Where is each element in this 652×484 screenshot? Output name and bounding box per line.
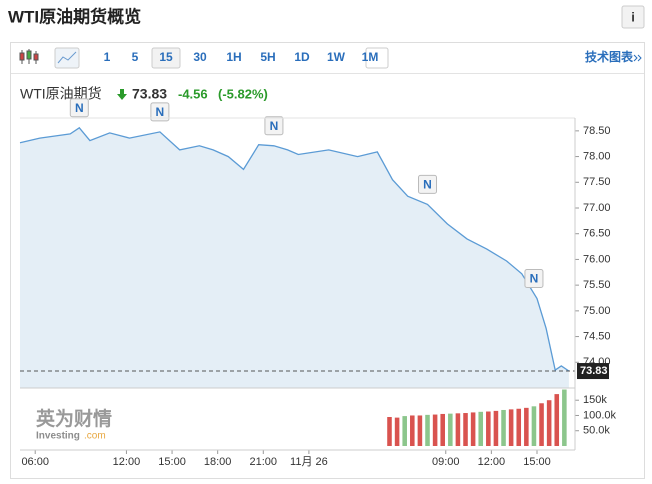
y-tick-label: 75.00 — [583, 305, 611, 317]
interval-button[interactable]: 5 — [132, 50, 139, 64]
volume-bar — [493, 410, 499, 446]
quote-change: -4.56 — [178, 86, 208, 101]
volume-tick-label: 50.0k — [583, 425, 610, 437]
volume-bar — [410, 415, 415, 446]
volume-tick-label: 150k — [583, 394, 607, 406]
volume-bar — [387, 417, 392, 446]
last-price-box — [577, 363, 609, 380]
interval-active[interactable] — [151, 47, 181, 69]
volume-bar — [562, 389, 567, 446]
volume-bar — [539, 403, 544, 446]
event-marker[interactable] — [418, 174, 438, 194]
volume-bar — [501, 409, 506, 446]
watermark: 英为财情 Investing .com — [36, 407, 112, 442]
interval-button[interactable]: 1H — [226, 50, 241, 64]
volume-bar — [425, 414, 430, 446]
quote-price: 73.83 — [132, 86, 167, 102]
watermark-site: Investing — [36, 431, 80, 442]
volume-bar — [440, 413, 445, 446]
x-tick-label: 06:00 — [21, 456, 49, 468]
interval-button[interactable]: 5H — [260, 50, 275, 64]
event-label: N — [156, 105, 165, 119]
volume-bar — [478, 411, 484, 446]
volume-bar — [417, 415, 423, 446]
event-marker[interactable] — [524, 269, 544, 289]
event-marker[interactable] — [150, 102, 170, 122]
volume-bar — [463, 413, 468, 446]
x-tick-label: 12:00 — [478, 456, 506, 468]
event-marker[interactable] — [69, 98, 89, 118]
y-tick-label: 74.50 — [583, 330, 611, 342]
y-tick-label: 75.50 — [583, 279, 611, 291]
y-tick-label: 76.50 — [583, 228, 611, 240]
candle-icon[interactable] — [19, 49, 39, 64]
quote-name: WTI原油期货 — [20, 86, 102, 102]
volume-tick-label: 100.0k — [583, 409, 617, 421]
event-label: N — [270, 119, 279, 133]
volume-bar — [470, 412, 476, 446]
y-tick-label: 77.00 — [583, 202, 611, 214]
volume-bar — [394, 417, 400, 446]
down-arrow — [117, 89, 127, 100]
event-label: N — [75, 101, 84, 115]
info-button[interactable] — [621, 5, 645, 29]
event-label: N — [423, 178, 432, 192]
volume-bar — [432, 414, 438, 446]
interval-button[interactable]: 1W — [327, 50, 346, 64]
x-tick-label: 11月 26 — [290, 456, 328, 468]
y-tick-label: 78.00 — [583, 150, 611, 162]
interval-button[interactable]: 1M — [362, 50, 379, 64]
x-tick-label: 12:00 — [113, 456, 141, 468]
volume-bar — [455, 413, 461, 446]
y-tick-label: 76.00 — [583, 253, 611, 265]
area-icon[interactable] — [54, 47, 80, 69]
interval-button[interactable]: 1 — [104, 50, 111, 64]
price-area — [20, 127, 569, 389]
price-line — [19, 126, 570, 372]
watermark-brand: 英为财情 — [36, 407, 112, 430]
volume-bar — [508, 409, 514, 446]
volume-bar — [524, 407, 529, 446]
event-marker[interactable] — [264, 116, 284, 136]
volume-bar — [402, 416, 407, 446]
volume-bar — [531, 406, 537, 446]
tech-chart-link[interactable]: 技术图表 — [585, 49, 634, 64]
volume-bar — [486, 411, 491, 446]
volume-bar — [554, 394, 560, 446]
page-title: WTI原油期货概览 — [8, 6, 141, 26]
volume-bar — [546, 400, 552, 446]
watermark-domain: .com — [84, 431, 106, 442]
last-price-label: 73.83 — [580, 365, 608, 377]
x-tick-label: 18:00 — [204, 456, 232, 468]
x-tick-label: 21:00 — [250, 456, 278, 468]
volume-bar — [516, 408, 522, 446]
event-label: N — [530, 272, 539, 286]
link-arrow — [633, 54, 642, 62]
x-tick-label: 15:00 — [158, 456, 186, 468]
x-tick-label: 09:00 — [432, 456, 460, 468]
y-tick-label: 78.50 — [583, 125, 611, 137]
x-tick-label: 15:00 — [523, 456, 551, 468]
interval-button[interactable]: 30 — [193, 50, 207, 64]
volume-bar — [448, 413, 453, 446]
area-icon-line — [57, 51, 77, 64]
info-icon: i — [631, 9, 635, 24]
table-icon[interactable] — [365, 47, 389, 69]
interval-button[interactable]: 1D — [294, 50, 310, 64]
y-tick-label: 77.50 — [583, 176, 611, 188]
interval-button[interactable]: 15 — [159, 50, 173, 64]
quote-change-pct: (-5.82%) — [218, 86, 268, 101]
